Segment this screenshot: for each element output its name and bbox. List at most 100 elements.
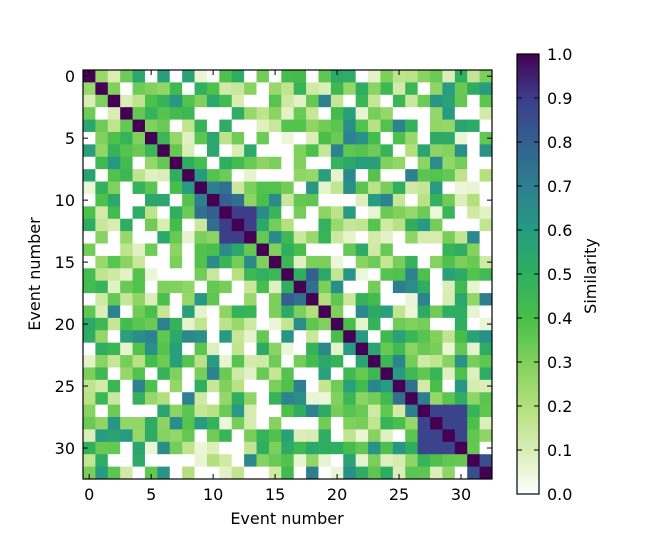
heatmap-cell	[144, 94, 158, 108]
heatmap-cell	[194, 268, 208, 282]
heatmap-cell	[256, 255, 270, 269]
heatmap-cell	[132, 131, 146, 145]
heatmap-cell	[231, 169, 245, 182]
heatmap-cell	[430, 107, 443, 120]
heatmap-cell	[293, 268, 307, 282]
heatmap-cell	[454, 404, 468, 418]
heatmap-cell	[132, 441, 146, 455]
heatmap-cell	[343, 293, 357, 306]
heatmap-cell	[256, 417, 270, 430]
heatmap-cell	[355, 107, 369, 120]
heatmap-cell	[244, 355, 257, 368]
heatmap-cell	[430, 169, 443, 182]
colorbar-tick-label: 0.1	[547, 441, 572, 460]
heatmap-cell	[157, 144, 171, 158]
heatmap-cell	[343, 441, 357, 455]
heatmap-cell	[467, 392, 480, 406]
heatmap-cell	[231, 181, 245, 195]
heatmap-cell	[120, 119, 133, 133]
heatmap-cell	[83, 243, 96, 257]
heatmap-cell	[107, 293, 121, 306]
heatmap-cell	[83, 206, 96, 220]
heatmap-cell	[144, 367, 158, 381]
heatmap-cell	[343, 355, 357, 368]
heatmap-cell	[355, 156, 369, 170]
heatmap-cell	[467, 454, 480, 467]
heatmap-cell	[293, 466, 307, 480]
heatmap-cell	[219, 181, 233, 195]
plot-frame	[82, 69, 493, 480]
x-tick-label: 0	[84, 485, 94, 504]
heatmap-cell	[144, 305, 158, 319]
heatmap-cell	[281, 305, 295, 319]
heatmap-cell	[132, 342, 146, 356]
heatmap-cell	[454, 441, 468, 455]
heatmap-cell	[454, 454, 468, 467]
heatmap-cell	[132, 119, 146, 133]
heatmap-cell	[380, 293, 394, 306]
heatmap-cell	[256, 70, 270, 83]
heatmap-cell	[293, 454, 307, 467]
heatmap-cell	[144, 379, 158, 393]
heatmap-cell	[206, 417, 220, 430]
heatmap-cell	[479, 404, 493, 418]
heatmap-cell	[417, 206, 431, 220]
heatmap-cell	[368, 293, 381, 306]
heatmap-cell	[120, 293, 133, 306]
heatmap-cell	[330, 107, 344, 120]
heatmap-cell	[219, 441, 233, 455]
heatmap-cell	[107, 392, 121, 406]
heatmap-cell	[194, 255, 208, 269]
heatmap-cell	[194, 243, 208, 257]
heatmap-cell	[281, 268, 295, 282]
heatmap-cell	[206, 466, 220, 480]
heatmap-cell	[479, 342, 493, 356]
heatmap-cell	[157, 268, 171, 282]
heatmap-cell	[157, 193, 171, 207]
heatmap-cell	[392, 231, 406, 244]
heatmap-cell	[256, 156, 270, 170]
heatmap-cell	[268, 94, 282, 108]
heatmap-cell	[268, 429, 282, 443]
heatmap-cell	[392, 94, 406, 108]
heatmap-cell	[281, 429, 295, 443]
heatmap-cell	[442, 342, 456, 356]
heatmap-cell	[405, 94, 419, 108]
heatmap-cell	[268, 119, 282, 133]
y-axis-label: Event number	[25, 217, 44, 331]
heatmap-cell	[392, 441, 406, 455]
heatmap-cell	[83, 330, 96, 344]
heatmap-cell	[244, 441, 257, 455]
heatmap-cell	[306, 94, 319, 108]
colorbar-tick-label: 0.7	[547, 177, 572, 196]
heatmap-cell	[256, 268, 270, 282]
heatmap-cell	[144, 206, 158, 220]
heatmap-cell	[330, 367, 344, 381]
heatmap-cell	[330, 330, 344, 344]
heatmap-cell	[107, 454, 121, 467]
heatmap-cell	[380, 218, 394, 232]
heatmap-cell	[132, 392, 146, 406]
heatmap-cell	[120, 169, 133, 182]
heatmap-cell	[417, 417, 431, 430]
heatmap-cell	[392, 70, 406, 83]
heatmap-cell	[442, 144, 456, 158]
heatmap-cell	[430, 429, 443, 443]
heatmap-cell	[417, 131, 431, 145]
heatmap-cell	[380, 268, 394, 282]
heatmap-cell	[256, 82, 270, 96]
heatmap-cell	[120, 82, 133, 96]
heatmap-cell	[219, 417, 233, 430]
heatmap-cell	[306, 119, 319, 133]
heatmap-cell	[454, 255, 468, 269]
heatmap-cell	[442, 156, 456, 170]
heatmap-cell	[318, 379, 332, 393]
heatmap-cell	[182, 181, 195, 195]
heatmap-cell	[392, 330, 406, 344]
heatmap-cell	[132, 404, 146, 418]
heatmap-cell	[95, 441, 109, 455]
heatmap-cell	[268, 404, 282, 418]
heatmap-cell	[182, 206, 195, 220]
heatmap-cell	[430, 193, 443, 207]
heatmap-cell	[95, 169, 109, 182]
